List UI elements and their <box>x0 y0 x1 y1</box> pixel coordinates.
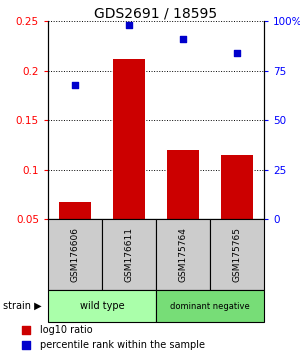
Point <box>127 22 131 28</box>
Text: dominant negative: dominant negative <box>170 302 250 311</box>
Bar <box>156 290 264 322</box>
Bar <box>156 219 210 290</box>
Text: strain ▶: strain ▶ <box>3 301 42 311</box>
Bar <box>59 202 91 219</box>
Text: GSM176611: GSM176611 <box>124 227 134 282</box>
Text: GSM175765: GSM175765 <box>232 227 242 282</box>
Bar <box>102 219 156 290</box>
Text: log10 ratio: log10 ratio <box>40 325 92 335</box>
Bar <box>113 59 145 219</box>
Point <box>181 36 185 42</box>
Text: wild type: wild type <box>80 301 124 311</box>
Text: GSM176606: GSM176606 <box>70 227 80 282</box>
Text: percentile rank within the sample: percentile rank within the sample <box>40 340 205 350</box>
Bar <box>48 219 102 290</box>
Text: GSM175764: GSM175764 <box>178 227 188 282</box>
Bar <box>221 155 253 219</box>
Title: GDS2691 / 18595: GDS2691 / 18595 <box>94 6 218 20</box>
Point <box>251 148 256 154</box>
Bar <box>210 219 264 290</box>
Bar <box>167 150 199 219</box>
Bar <box>48 290 156 322</box>
Point <box>235 50 239 56</box>
Point <box>251 287 256 293</box>
Point <box>73 82 77 87</box>
